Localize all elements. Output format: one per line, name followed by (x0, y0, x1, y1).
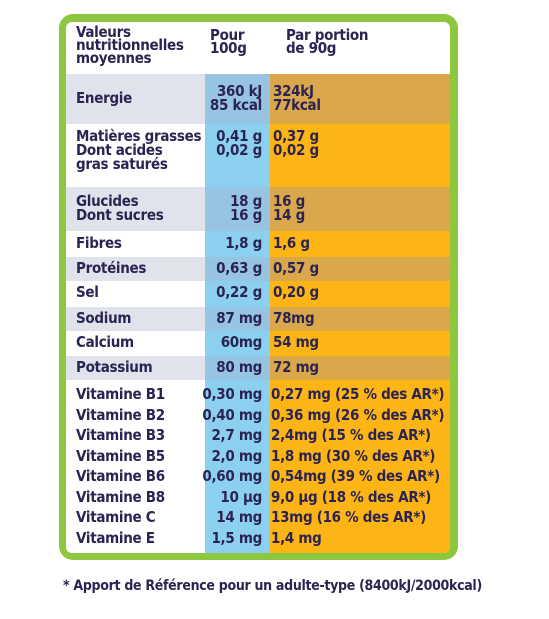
sel-per100: 0,22 g (216, 283, 262, 301)
row-sel: Sel 0,22 g 0,20 g (66, 281, 450, 307)
matieres-portion: 0,37 g 0,02 g (273, 127, 319, 159)
footnote: * Apport de Référence pour un adulte-typ… (63, 578, 482, 594)
glucides-per100: 18 g 16 g (230, 192, 262, 224)
sodium-portion: 78mg (273, 309, 315, 327)
calcium-portion: 54 mg (273, 333, 319, 351)
nutrition-table: Valeurs nutritionnelles moyennes Pour 10… (66, 22, 450, 553)
vitamines-label: Vitamine B1 Vitamine B2 Vitamine B3 Vita… (76, 385, 165, 547)
vitamines-portion: 0,27 mg (25 % des AR*) 0,36 mg (26 % des… (271, 385, 445, 547)
proteines-portion: 0,57 g (273, 259, 319, 277)
fibres-per100: 1,8 g (225, 234, 262, 252)
portion-column-background (270, 74, 450, 553)
row-calcium: Calcium 60mg 54 mg (66, 331, 450, 356)
row-matieres-grasses: Matières grasses Dont acides gras saturé… (66, 124, 450, 187)
energie-per100: 360 kJ 85 kcal (209, 82, 262, 114)
calcium-label: Calcium (76, 333, 134, 351)
sel-portion: 0,20 g (273, 283, 319, 301)
fibres-label: Fibres (76, 234, 122, 252)
row-vitamines: Vitamine B1 Vitamine B2 Vitamine B3 Vita… (66, 380, 450, 553)
proteines-label: Protéines (76, 259, 147, 277)
matieres-per100: 0,41 g 0,02 g (216, 127, 262, 159)
row-sodium: Sodium 87 mg 78mg (66, 307, 450, 331)
row-potassium: Potassium 80 mg 72 mg (66, 356, 450, 380)
row-proteines: Protéines 0,63 g 0,57 g (66, 257, 450, 281)
header-per-portion: Par portion de 90g (286, 26, 369, 57)
header-label: Valeurs nutritionnelles moyennes (76, 23, 184, 67)
potassium-per100: 80 mg (216, 358, 262, 376)
row-energie: Energie 360 kJ 85 kcal 324kJ 77kcal (66, 74, 450, 124)
potassium-portion: 72 mg (273, 358, 319, 376)
proteines-per100: 0,63 g (216, 259, 262, 277)
potassium-label: Potassium (76, 358, 153, 376)
vitamines-per100: 0,30 mg 0,40 mg 2,7 mg 2,0 mg 0,60 mg 10… (202, 385, 262, 547)
sodium-per100: 87 mg (216, 309, 262, 327)
energie-portion: 324kJ 77kcal (273, 82, 321, 114)
glucides-portion: 16 g 14 g (273, 192, 305, 224)
fibres-portion: 1,6 g (273, 234, 310, 252)
header-per100: Pour 100g (210, 26, 247, 57)
sodium-label: Sodium (76, 309, 132, 327)
row-fibres: Fibres 1,8 g 1,6 g (66, 231, 450, 257)
sel-label: Sel (76, 283, 99, 301)
row-glucides: Glucides Dont sucres 18 g 16 g 16 g 14 g (66, 187, 450, 231)
per100-column-background (205, 74, 270, 553)
energie-label: Energie (76, 89, 132, 107)
calcium-per100: 60mg (220, 333, 263, 351)
glucides-label: Glucides Dont sucres (76, 192, 164, 224)
matieres-label: Matières grasses Dont acides gras saturé… (76, 127, 202, 173)
